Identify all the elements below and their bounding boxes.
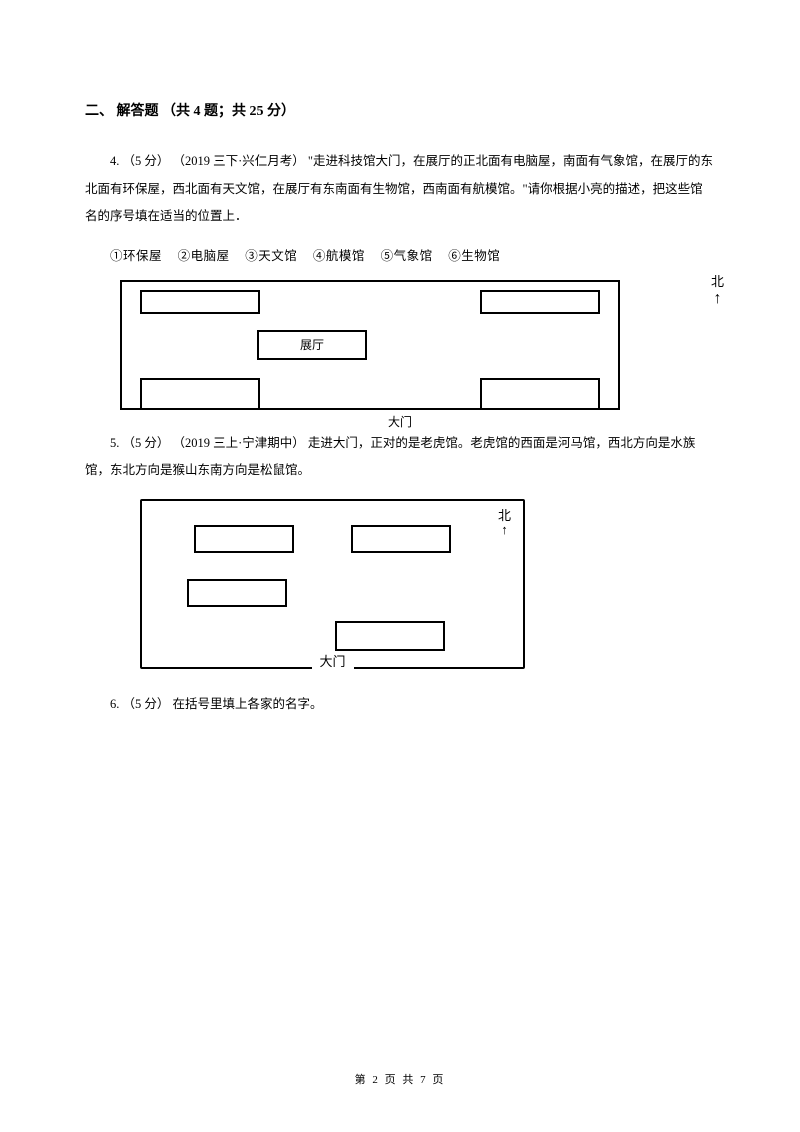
diagram-2-zoo: 北 ↑ 大门 [140, 499, 570, 669]
north-label-2: 北 [498, 508, 511, 523]
option-2: ②电脑屋 [178, 249, 230, 263]
gate-label-2: 大门 [311, 651, 353, 670]
question-6-text: 6. （5 分） 在括号里填上各家的名字。 [85, 691, 715, 719]
north-label-1: 北 [711, 274, 724, 289]
zoo-outline: 北 ↑ 大门 [140, 499, 525, 669]
question-4-options: ①环保屋 ②电脑屋 ③天文馆 ④航模馆 ⑤气象馆 ⑥生物馆 [85, 245, 715, 264]
option-1: ①环保屋 [110, 249, 162, 263]
north-arrow-icon: ↑ [711, 289, 724, 308]
museum-outline: 展厅 [120, 280, 620, 410]
question-4-text: 4. （5 分） （2019 三下·兴仁月考） "走进科技馆大门，在展厅的正北面… [85, 148, 715, 231]
north-indicator-2: 北 ↑ [498, 509, 511, 538]
north-arrow-icon-2: ↑ [501, 522, 508, 537]
room-bottom-left [140, 378, 260, 408]
question-5-text: 5. （5 分） （2019 三上·宁津期中） 走进大门，正对的是老虎馆。老虎馆… [85, 430, 715, 485]
page-footer: 第 2 页 共 7 页 [0, 1071, 800, 1087]
room-top-left [140, 290, 260, 314]
section-title: 二、 解答题 （共 4 题；共 25 分） [85, 100, 715, 120]
zoo-box-bottom-right [335, 621, 445, 651]
option-3: ③天文馆 [245, 249, 297, 263]
gate-label-1: 大门 [388, 413, 412, 430]
option-5: ⑤气象馆 [381, 249, 433, 263]
zoo-box-top-right [351, 525, 451, 553]
zoo-box-mid-left [187, 579, 287, 607]
option-6: ⑥生物馆 [448, 249, 500, 263]
north-indicator-1: 北 ↑ [711, 274, 724, 309]
room-bottom-right [480, 378, 600, 408]
option-4: ④航模馆 [313, 249, 365, 263]
room-hall: 展厅 [257, 330, 367, 360]
diagram-1-science-museum: 北 ↑ 展厅 大门 [120, 280, 680, 410]
zoo-box-top-left [194, 525, 294, 553]
room-top-right [480, 290, 600, 314]
